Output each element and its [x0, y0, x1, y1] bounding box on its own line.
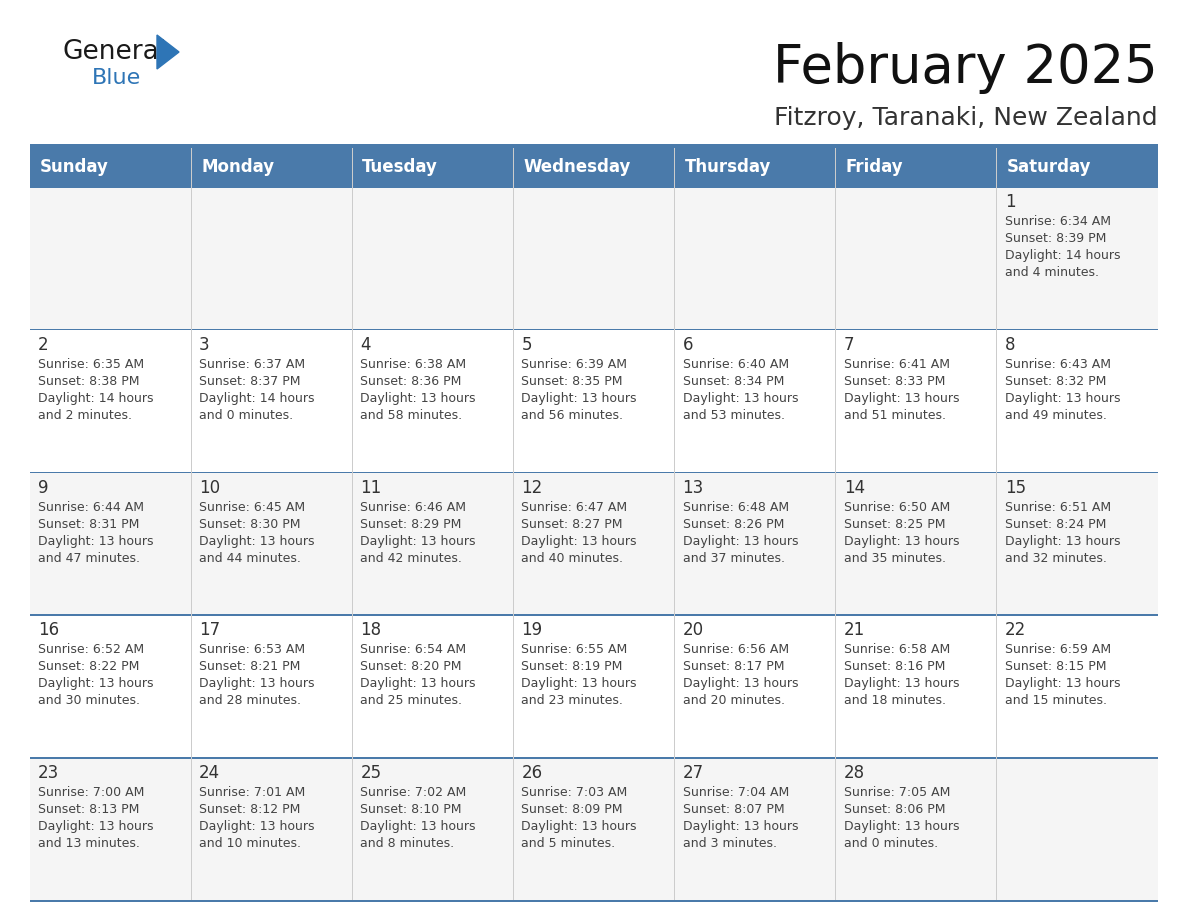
Text: Sunrise: 6:38 AM
Sunset: 8:36 PM
Daylight: 13 hours
and 58 minutes.: Sunrise: 6:38 AM Sunset: 8:36 PM Dayligh…: [360, 358, 475, 421]
Text: Sunrise: 6:43 AM
Sunset: 8:32 PM
Daylight: 13 hours
and 49 minutes.: Sunrise: 6:43 AM Sunset: 8:32 PM Dayligh…: [1005, 358, 1120, 421]
Text: 25: 25: [360, 764, 381, 782]
Text: 6: 6: [683, 336, 693, 353]
Text: Sunrise: 6:52 AM
Sunset: 8:22 PM
Daylight: 13 hours
and 30 minutes.: Sunrise: 6:52 AM Sunset: 8:22 PM Dayligh…: [38, 644, 153, 708]
Text: 23: 23: [38, 764, 59, 782]
Text: Sunrise: 6:35 AM
Sunset: 8:38 PM
Daylight: 14 hours
and 2 minutes.: Sunrise: 6:35 AM Sunset: 8:38 PM Dayligh…: [38, 358, 153, 421]
Text: Sunrise: 6:51 AM
Sunset: 8:24 PM
Daylight: 13 hours
and 32 minutes.: Sunrise: 6:51 AM Sunset: 8:24 PM Dayligh…: [1005, 500, 1120, 565]
Text: Sunrise: 6:46 AM
Sunset: 8:29 PM
Daylight: 13 hours
and 42 minutes.: Sunrise: 6:46 AM Sunset: 8:29 PM Dayligh…: [360, 500, 475, 565]
Text: 13: 13: [683, 478, 703, 497]
Bar: [30, 186, 1158, 329]
Text: Sunrise: 6:58 AM
Sunset: 8:16 PM
Daylight: 13 hours
and 18 minutes.: Sunrise: 6:58 AM Sunset: 8:16 PM Dayligh…: [843, 644, 959, 708]
Text: Sunrise: 6:40 AM
Sunset: 8:34 PM
Daylight: 13 hours
and 53 minutes.: Sunrise: 6:40 AM Sunset: 8:34 PM Dayligh…: [683, 358, 798, 421]
Text: Sunrise: 6:44 AM
Sunset: 8:31 PM
Daylight: 13 hours
and 47 minutes.: Sunrise: 6:44 AM Sunset: 8:31 PM Dayligh…: [38, 500, 153, 565]
Text: Friday: Friday: [846, 158, 903, 176]
Text: Thursday: Thursday: [684, 158, 771, 176]
Bar: [30, 757, 1158, 900]
Text: February 2025: February 2025: [773, 42, 1158, 94]
Text: General: General: [62, 39, 166, 65]
Bar: [353, 148, 513, 186]
Text: Monday: Monday: [201, 158, 274, 176]
Bar: [30, 186, 1158, 187]
Bar: [30, 329, 1158, 330]
Text: Tuesday: Tuesday: [362, 158, 438, 176]
Text: 17: 17: [200, 621, 220, 640]
Text: Sunrise: 7:02 AM
Sunset: 8:10 PM
Daylight: 13 hours
and 8 minutes.: Sunrise: 7:02 AM Sunset: 8:10 PM Dayligh…: [360, 786, 475, 850]
Text: Sunrise: 7:05 AM
Sunset: 8:06 PM
Daylight: 13 hours
and 0 minutes.: Sunrise: 7:05 AM Sunset: 8:06 PM Dayligh…: [843, 786, 959, 850]
Text: Sunrise: 7:03 AM
Sunset: 8:09 PM
Daylight: 13 hours
and 5 minutes.: Sunrise: 7:03 AM Sunset: 8:09 PM Dayligh…: [522, 786, 637, 850]
Text: 8: 8: [1005, 336, 1016, 353]
Text: 4: 4: [360, 336, 371, 353]
Text: Sunday: Sunday: [40, 158, 109, 176]
Text: Sunrise: 6:54 AM
Sunset: 8:20 PM
Daylight: 13 hours
and 25 minutes.: Sunrise: 6:54 AM Sunset: 8:20 PM Dayligh…: [360, 644, 475, 708]
Text: 2: 2: [38, 336, 49, 353]
Text: 28: 28: [843, 764, 865, 782]
Text: Wednesday: Wednesday: [524, 158, 631, 176]
Text: Sunrise: 7:04 AM
Sunset: 8:07 PM
Daylight: 13 hours
and 3 minutes.: Sunrise: 7:04 AM Sunset: 8:07 PM Dayligh…: [683, 786, 798, 850]
Bar: [30, 614, 1158, 757]
Text: Sunrise: 6:59 AM
Sunset: 8:15 PM
Daylight: 13 hours
and 15 minutes.: Sunrise: 6:59 AM Sunset: 8:15 PM Dayligh…: [1005, 644, 1120, 708]
Text: 10: 10: [200, 478, 220, 497]
Bar: [30, 757, 1158, 758]
Bar: [30, 144, 1158, 148]
Text: Saturday: Saturday: [1007, 158, 1092, 176]
Text: 1: 1: [1005, 193, 1016, 211]
Bar: [30, 472, 1158, 614]
Text: 21: 21: [843, 621, 865, 640]
Bar: [30, 614, 1158, 616]
Bar: [30, 900, 1158, 902]
Bar: [30, 472, 1158, 473]
Bar: [30, 329, 1158, 472]
Text: 20: 20: [683, 621, 703, 640]
Bar: [513, 148, 675, 186]
Text: Sunrise: 7:01 AM
Sunset: 8:12 PM
Daylight: 13 hours
and 10 minutes.: Sunrise: 7:01 AM Sunset: 8:12 PM Dayligh…: [200, 786, 315, 850]
Text: Sunrise: 6:41 AM
Sunset: 8:33 PM
Daylight: 13 hours
and 51 minutes.: Sunrise: 6:41 AM Sunset: 8:33 PM Dayligh…: [843, 358, 959, 421]
Text: Sunrise: 6:45 AM
Sunset: 8:30 PM
Daylight: 13 hours
and 44 minutes.: Sunrise: 6:45 AM Sunset: 8:30 PM Dayligh…: [200, 500, 315, 565]
Text: Sunrise: 6:48 AM
Sunset: 8:26 PM
Daylight: 13 hours
and 37 minutes.: Sunrise: 6:48 AM Sunset: 8:26 PM Dayligh…: [683, 500, 798, 565]
Text: 16: 16: [38, 621, 59, 640]
Bar: [835, 148, 997, 186]
Bar: [191, 148, 353, 186]
Text: Sunrise: 7:00 AM
Sunset: 8:13 PM
Daylight: 13 hours
and 13 minutes.: Sunrise: 7:00 AM Sunset: 8:13 PM Dayligh…: [38, 786, 153, 850]
Text: 5: 5: [522, 336, 532, 353]
Text: Sunrise: 6:39 AM
Sunset: 8:35 PM
Daylight: 13 hours
and 56 minutes.: Sunrise: 6:39 AM Sunset: 8:35 PM Dayligh…: [522, 358, 637, 421]
Text: 22: 22: [1005, 621, 1026, 640]
Text: 18: 18: [360, 621, 381, 640]
Text: Sunrise: 6:56 AM
Sunset: 8:17 PM
Daylight: 13 hours
and 20 minutes.: Sunrise: 6:56 AM Sunset: 8:17 PM Dayligh…: [683, 644, 798, 708]
Text: Sunrise: 6:37 AM
Sunset: 8:37 PM
Daylight: 14 hours
and 0 minutes.: Sunrise: 6:37 AM Sunset: 8:37 PM Dayligh…: [200, 358, 315, 421]
Bar: [997, 148, 1158, 186]
Text: Fitzroy, Taranaki, New Zealand: Fitzroy, Taranaki, New Zealand: [775, 106, 1158, 130]
Text: 27: 27: [683, 764, 703, 782]
Bar: [30, 148, 191, 186]
Bar: [675, 148, 835, 186]
Text: Sunrise: 6:50 AM
Sunset: 8:25 PM
Daylight: 13 hours
and 35 minutes.: Sunrise: 6:50 AM Sunset: 8:25 PM Dayligh…: [843, 500, 959, 565]
Text: 15: 15: [1005, 478, 1026, 497]
Text: Sunrise: 6:55 AM
Sunset: 8:19 PM
Daylight: 13 hours
and 23 minutes.: Sunrise: 6:55 AM Sunset: 8:19 PM Dayligh…: [522, 644, 637, 708]
Polygon shape: [157, 35, 179, 69]
Text: 14: 14: [843, 478, 865, 497]
Text: 26: 26: [522, 764, 543, 782]
Text: 12: 12: [522, 478, 543, 497]
Text: 11: 11: [360, 478, 381, 497]
Text: Sunrise: 6:53 AM
Sunset: 8:21 PM
Daylight: 13 hours
and 28 minutes.: Sunrise: 6:53 AM Sunset: 8:21 PM Dayligh…: [200, 644, 315, 708]
Text: 19: 19: [522, 621, 543, 640]
Text: 3: 3: [200, 336, 210, 353]
Text: 9: 9: [38, 478, 49, 497]
Text: Sunrise: 6:34 AM
Sunset: 8:39 PM
Daylight: 14 hours
and 4 minutes.: Sunrise: 6:34 AM Sunset: 8:39 PM Dayligh…: [1005, 215, 1120, 279]
Text: 7: 7: [843, 336, 854, 353]
Text: Blue: Blue: [91, 68, 141, 88]
Text: 24: 24: [200, 764, 220, 782]
Text: Sunrise: 6:47 AM
Sunset: 8:27 PM
Daylight: 13 hours
and 40 minutes.: Sunrise: 6:47 AM Sunset: 8:27 PM Dayligh…: [522, 500, 637, 565]
